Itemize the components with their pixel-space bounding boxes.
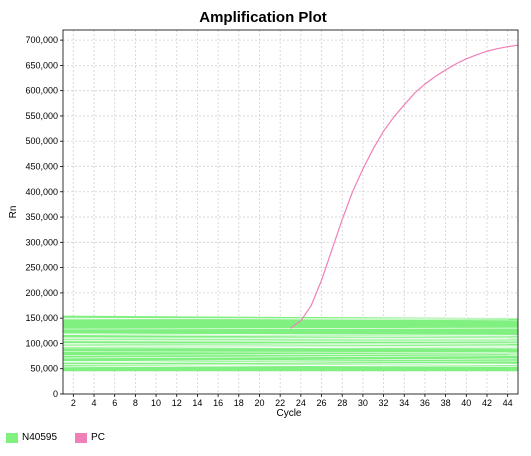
x-tick-label: 36 — [420, 398, 430, 408]
x-tick-label: 10 — [151, 398, 161, 408]
y-tick-label: 100,000 — [25, 338, 58, 348]
y-tick-label: 350,000 — [25, 212, 58, 222]
x-tick-label: 34 — [399, 398, 409, 408]
x-tick-label: 14 — [192, 398, 202, 408]
x-tick-label: 20 — [254, 398, 264, 408]
x-tick-label: 28 — [337, 398, 347, 408]
x-tick-label: 4 — [92, 398, 97, 408]
y-tick-label: 250,000 — [25, 263, 58, 273]
n40595-curve — [62, 361, 519, 365]
n40595-curve — [62, 353, 519, 356]
x-tick-label: 32 — [379, 398, 389, 408]
n40595-curve — [62, 334, 519, 338]
y-tick-label: 300,000 — [25, 237, 58, 247]
y-tick-label: 450,000 — [25, 162, 58, 172]
n40595-curve — [62, 360, 519, 364]
legend-label: PC — [91, 432, 105, 443]
y-tick-label: 700,000 — [25, 35, 58, 45]
x-tick-label: 6 — [112, 398, 117, 408]
n40595-curve — [62, 317, 519, 320]
pc-line — [290, 44, 519, 329]
n40595-curve — [62, 355, 519, 359]
x-tick-label: 18 — [234, 398, 244, 408]
x-tick-label: 44 — [503, 398, 513, 408]
x-tick-label: 22 — [275, 398, 285, 408]
n40595-curve — [62, 327, 519, 330]
y-tick-label: 200,000 — [25, 288, 58, 298]
n40595-curve — [62, 333, 519, 336]
n40595-curve — [62, 317, 519, 321]
gridlines — [63, 30, 518, 395]
n40595-curve — [62, 358, 519, 363]
x-axis-label: Cycle — [276, 408, 301, 419]
x-tick-label: 24 — [296, 398, 306, 408]
n40595-curve — [62, 346, 519, 349]
y-tick-label: 50,000 — [30, 364, 58, 374]
x-tick-label: 12 — [172, 398, 182, 408]
x-tick-label: 26 — [317, 398, 327, 408]
x-tick-label: 38 — [441, 398, 451, 408]
x-tick-label: 42 — [482, 398, 492, 408]
x-axis-ticks: 2 4 6 8 10 12 14 16 18 20 22 24 26 28 30 32 34 36 38 40 42 44 — [71, 394, 513, 408]
n40595-curve — [62, 363, 519, 368]
legend-swatch — [6, 432, 18, 443]
axes — [62, 29, 519, 395]
y-tick-label: 0 — [53, 389, 58, 399]
n40595-curves — [62, 315, 519, 372]
x-tick-label: 8 — [133, 398, 138, 408]
x-tick-label: 16 — [213, 398, 223, 408]
n40595-curve — [62, 337, 519, 339]
legend: N40595 PC — [6, 432, 105, 443]
y-tick-label: 550,000 — [25, 111, 58, 121]
pc-curve — [290, 44, 519, 329]
n40595-curve — [62, 343, 519, 346]
y-axis-ticks: 0 50,000 100,000 150,000 200,000 250,000 300,0… — [25, 35, 63, 399]
n40595-curve — [62, 344, 519, 348]
y-tick-label: 150,000 — [25, 313, 58, 323]
n40595-curve — [62, 338, 519, 340]
x-tick-label: 40 — [461, 398, 471, 408]
y-tick-label: 600,000 — [25, 86, 58, 96]
legend-swatch — [75, 432, 88, 443]
chart-title: Amplification Plot — [199, 9, 327, 26]
n40595-curve — [62, 340, 519, 343]
x-tick-label: 2 — [71, 398, 76, 408]
legend-label: N40595 — [22, 432, 58, 443]
legend-item-pc[interactable]: PC — [75, 432, 105, 443]
y-tick-label: 400,000 — [25, 187, 58, 197]
plot-frame — [62, 29, 519, 395]
x-tick-label: 30 — [358, 398, 368, 408]
y-tick-label: 650,000 — [25, 60, 58, 70]
n40595-curve — [62, 351, 519, 353]
y-axis-label: Rn — [8, 206, 19, 219]
legend-item-n40595[interactable]: N40595 — [6, 432, 57, 443]
y-tick-label: 500,000 — [25, 136, 58, 146]
